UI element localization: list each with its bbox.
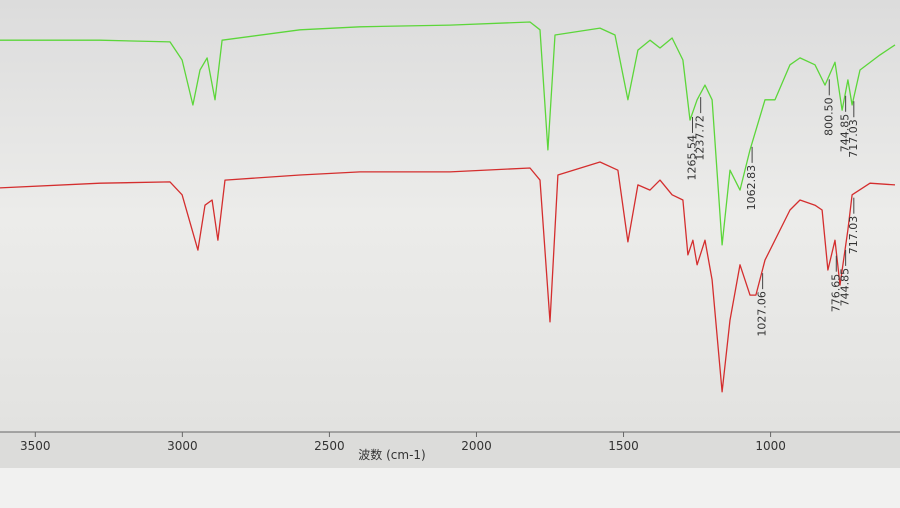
x-tick-label: 3500: [20, 439, 51, 453]
peak-label: 717.03: [847, 119, 860, 158]
plot-area: [0, 0, 900, 432]
peak-label: 800.50: [822, 97, 835, 136]
peak-label: 1265.54: [685, 135, 698, 181]
peak-label: 1237.72: [694, 115, 707, 161]
x-tick-label: 3000: [167, 439, 198, 453]
peak-label: 744.85: [839, 268, 852, 307]
x-tick-label: 2000: [461, 439, 492, 453]
peak-label: 744.85: [839, 114, 852, 153]
axis-band: [0, 432, 900, 468]
spectrum-line: [0, 161, 896, 393]
x-tick-label: 1500: [608, 439, 639, 453]
x-axis-title: 波数 (cm-1): [358, 447, 425, 462]
peak-label: 1062.83: [745, 165, 758, 211]
peak-label: 1027.06: [756, 291, 769, 337]
x-tick-label: 1000: [755, 439, 786, 453]
peak-label: 776.65: [829, 274, 842, 313]
spectrum-line: [0, 21, 896, 246]
footer-area: [0, 468, 900, 508]
peak-label: 717.03: [847, 216, 860, 255]
x-tick-label: 2500: [314, 439, 345, 453]
